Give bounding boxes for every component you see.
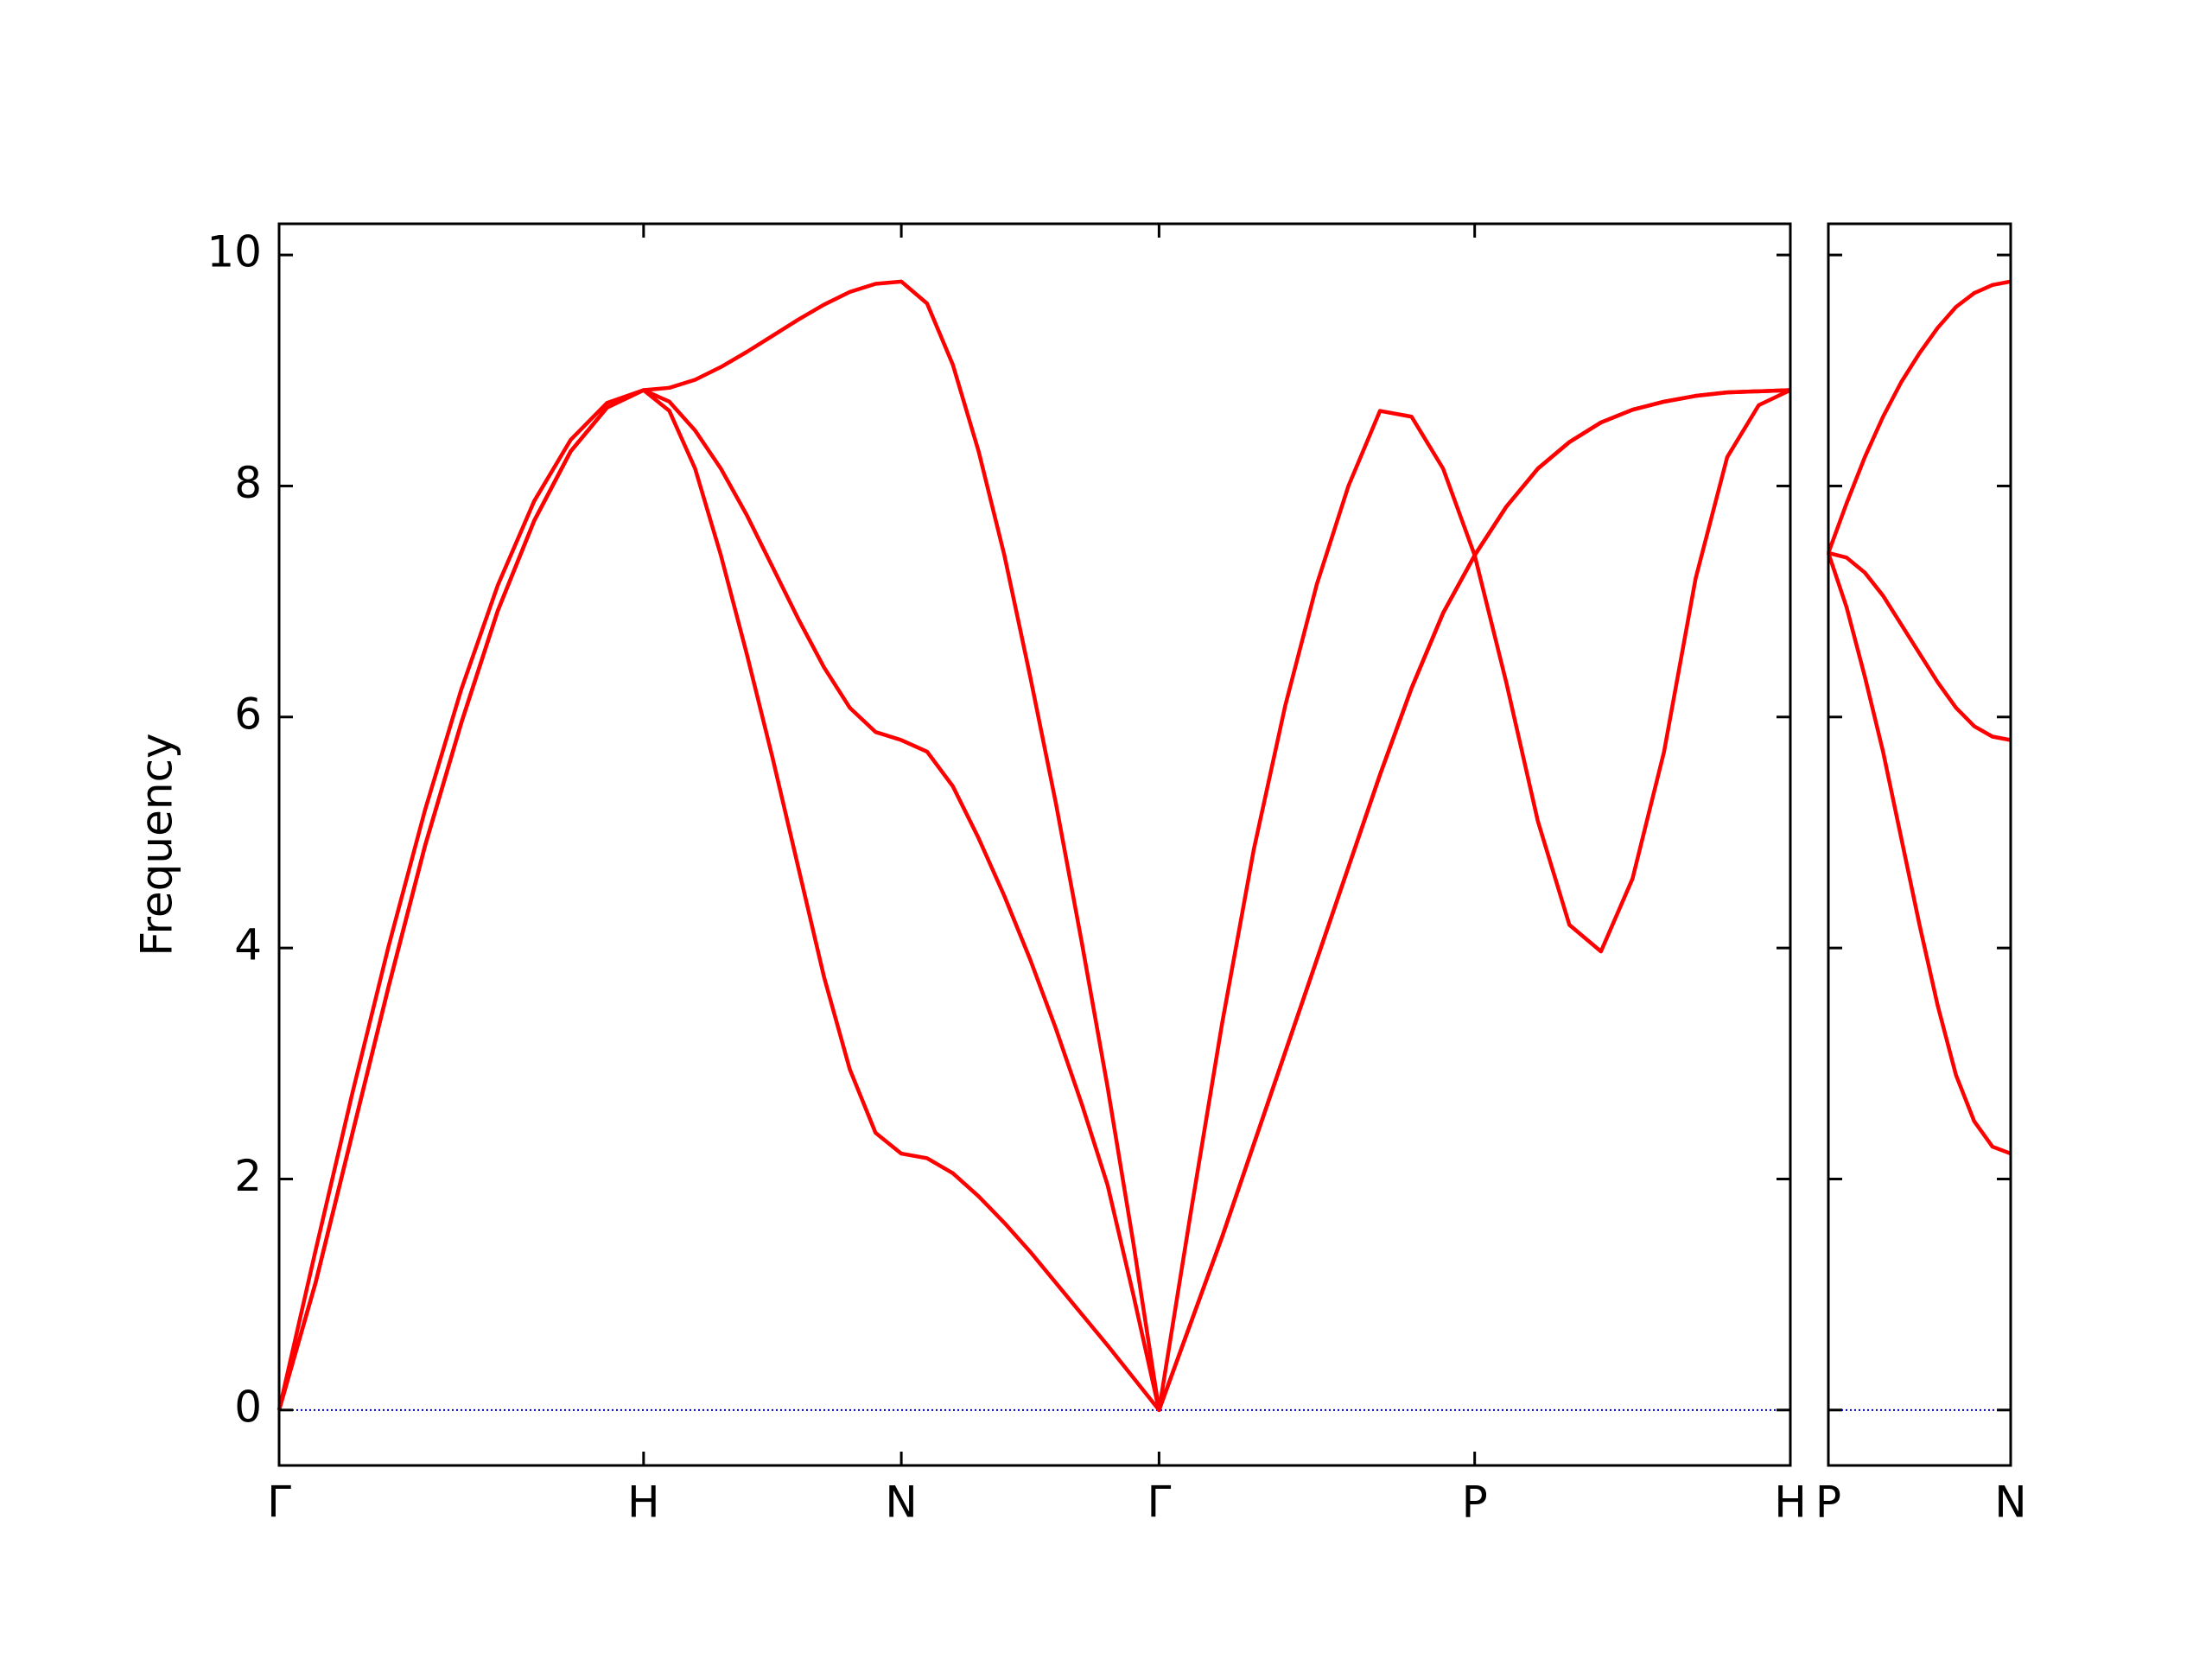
y-tick-label: 4 — [234, 920, 262, 970]
x-tick-label: P — [1462, 1478, 1488, 1528]
band-line — [1826, 552, 2012, 1156]
x-tick-label: H — [1774, 1478, 1807, 1528]
band-line — [276, 279, 1791, 1413]
x-tick-label: N — [885, 1478, 917, 1528]
y-tick-label: 0 — [234, 1382, 262, 1432]
x-tick-label: N — [1994, 1478, 2026, 1528]
x-tick-label: P — [1815, 1478, 1841, 1528]
y-tick-label: 6 — [234, 689, 262, 739]
y-tick-label: 8 — [234, 458, 262, 508]
y-tick-label: 10 — [207, 227, 262, 277]
plot-frame — [277, 222, 1792, 1467]
band-line — [1827, 550, 2012, 742]
plot-frame — [1827, 222, 2012, 1467]
x-tick-label: Γ — [267, 1478, 291, 1528]
y-axis-label: Frequency — [132, 733, 182, 956]
y-tick-label: 2 — [234, 1151, 262, 1201]
x-tick-label: Γ — [1147, 1478, 1171, 1528]
band-line — [1826, 279, 2012, 554]
x-tick-label: H — [627, 1478, 660, 1528]
